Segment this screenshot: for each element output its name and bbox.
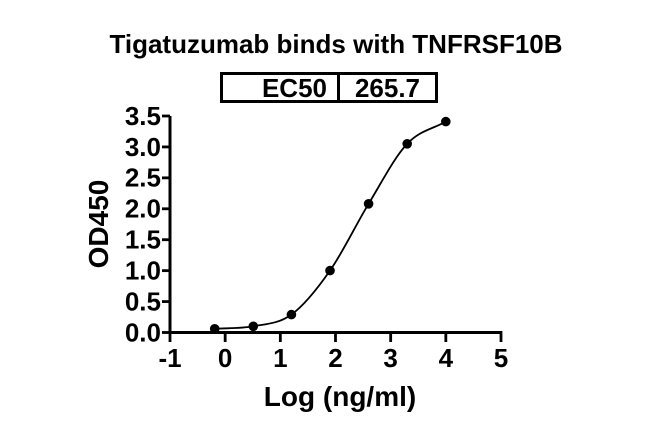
data-point <box>325 265 335 276</box>
data-point <box>248 321 259 332</box>
y-tick-label: 2.5 <box>125 163 161 193</box>
x-tick-label: 5 <box>494 343 508 373</box>
x-tick-label: -1 <box>158 343 181 373</box>
fit-curve <box>214 120 447 330</box>
data-point <box>209 324 220 334</box>
ec50-value-cell: 265.7 <box>354 72 421 103</box>
ec50-label-cell: EC50 <box>223 75 340 101</box>
y-tick-label: 0.5 <box>125 286 161 316</box>
data-point <box>363 199 374 209</box>
data-point <box>441 116 451 127</box>
y-axis-title: OD450 <box>83 180 114 269</box>
y-tick-label: 3.5 <box>125 101 161 131</box>
y-tick-label: 1.0 <box>125 255 161 285</box>
data-point <box>286 309 297 320</box>
x-axis-title: Log (ng/ml) <box>264 381 416 412</box>
y-tick-label: 1.5 <box>125 225 161 255</box>
x-tick-label: 3 <box>383 343 397 373</box>
chart-title: Tigatuzumab binds with TNFRSF10B <box>109 29 563 59</box>
y-tick-label: 2.0 <box>125 194 161 224</box>
x-tick-label: 1 <box>273 343 287 373</box>
ec50-table: EC50 265.7 <box>220 72 438 103</box>
x-tick-label: 2 <box>328 343 342 373</box>
x-tick-label: 0 <box>218 343 232 373</box>
y-tick-label: 3.0 <box>125 132 161 162</box>
data-point <box>402 139 413 149</box>
x-tick-label: 4 <box>439 343 454 373</box>
y-tick-label: 0.0 <box>125 317 161 347</box>
